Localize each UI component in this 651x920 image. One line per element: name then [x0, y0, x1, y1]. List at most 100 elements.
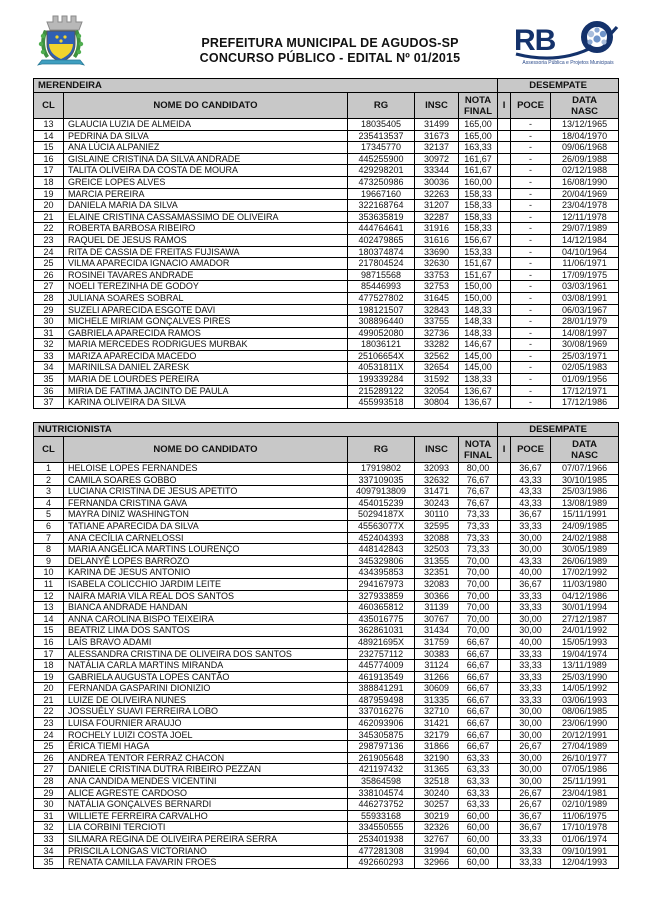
- candidate-row: 21 ELAINE CRISTINA CASSAMASSIMO DE OLIVEI…: [33, 210, 620, 224]
- insc-cell: 30609: [414, 682, 459, 695]
- candidate-row: 30 MICHELE MIRIAM GONÇALVES PIRES 30889644…: [33, 315, 620, 328]
- rank-cell: 29: [33, 786, 64, 800]
- birthdate-cell: 09/06/1968: [550, 141, 620, 154]
- rank-cell: 34: [33, 361, 64, 375]
- rank-cell: 15: [33, 624, 64, 637]
- poce-cell: -: [510, 326, 552, 340]
- rank-cell: 3: [33, 485, 64, 498]
- i-cell: [497, 315, 512, 328]
- name-cell: DANIELA MARIA DA SILVA: [63, 199, 348, 212]
- candidate-row: 27 DANIELE CRISTINA DUTRA RIBEIRO PEZZAN 4…: [33, 763, 620, 777]
- rank-cell: 13: [33, 601, 64, 614]
- i-cell: [497, 775, 512, 788]
- birthdate-cell: 23/06/1990: [550, 717, 620, 730]
- birthdate-cell: 14/05/1992: [550, 682, 620, 695]
- rank-cell: 19: [33, 187, 64, 201]
- nota-final-cell: 70,00: [457, 554, 499, 568]
- candidate-row: 29 ALICE AGRESTE CARDOSO 338104574 30240 63,…: [33, 786, 620, 800]
- poce-cell: 33,33: [510, 670, 552, 684]
- poce-cell: 30,00: [510, 612, 552, 626]
- name-cell: DANIELE CRISTINA DUTRA RIBEIRO PEZZAN: [63, 763, 348, 777]
- poce-cell: -: [510, 303, 552, 317]
- insc-cell: 30804: [414, 396, 459, 409]
- candidate-row: 11 ISABELA COLICCHIO JARDIM LEITE 29416797…: [33, 577, 620, 591]
- candidate-row: 34 MARINILSA DANIEL ZARESK 40531811X 32654 1…: [33, 361, 620, 375]
- rg-cell: 448142843: [347, 543, 415, 556]
- birthdate-cell: 14/08/1997: [550, 326, 620, 340]
- rg-cell: 334550555: [347, 821, 415, 834]
- rank-cell: 30: [33, 315, 64, 328]
- rank-cell: 23: [33, 233, 64, 247]
- name-cell: MARIA DE LOURDES PEREIRA: [63, 373, 348, 386]
- candidate-row: 13 BIANCA ANDRADE HANDAN 460365812 31139 70,…: [33, 601, 620, 614]
- insc-cell: 33690: [414, 245, 459, 259]
- poce-cell: -: [510, 233, 552, 247]
- rank-cell: 21: [33, 693, 64, 707]
- i-cell: [497, 705, 512, 719]
- i-cell: [497, 543, 512, 556]
- poce-cell: 33,33: [510, 519, 552, 533]
- birthdate-cell: 17/09/1975: [550, 268, 620, 282]
- name-cell: JULIANA SOARES SOBRAL: [63, 291, 348, 305]
- rg-cell: 48921695X: [347, 635, 415, 649]
- name-cell: ANA CECÍLIA CARNELOSSI: [63, 531, 348, 545]
- col-nome: NOME DO CANDIDATO: [63, 436, 348, 463]
- candidate-row: 12 NAIRA MARIA VILA REAL DOS SANTOS 327933…: [33, 589, 620, 603]
- candidate-row: 16 GISLAINE CRISTINA DA SILVA ANDRADE 4452…: [33, 152, 620, 166]
- birthdate-cell: 17/12/1971: [550, 384, 620, 398]
- nota-final-cell: 76,67: [457, 485, 499, 498]
- name-cell: ALESSANDRA CRISTINA DE OLIVEIRA DOS SANT…: [63, 647, 348, 661]
- birthdate-cell: 13/11/1989: [550, 659, 620, 672]
- nota-final-cell: 151,67: [457, 257, 499, 270]
- rank-cell: 27: [33, 280, 64, 293]
- birthdate-cell: 20/04/1969: [550, 187, 620, 201]
- i-cell: [497, 384, 512, 398]
- rg-cell: 338104574: [347, 786, 415, 800]
- i-cell: [497, 291, 512, 305]
- job-title-merendeira: MERENDEIRA: [32, 78, 499, 93]
- insc-cell: 31434: [414, 624, 459, 637]
- insc-cell: 32767: [414, 833, 459, 846]
- name-cell: GLAUCIA LUZIA DE ALMEIDA: [63, 118, 348, 131]
- poce-cell: -: [510, 384, 552, 398]
- rg-cell: 461913549: [347, 670, 415, 684]
- nota-final-cell: 158,33: [457, 210, 499, 224]
- table-header-row: CL NOME DO CANDIDATO RG INSC NOTA FINAL …: [33, 92, 620, 119]
- name-cell: MARCIA PEREIRA: [63, 187, 348, 201]
- i-cell: [497, 462, 512, 475]
- i-cell: [497, 233, 512, 247]
- i-cell: [497, 728, 512, 742]
- title-line-2: CONCURSO PÚBLICO - EDITAL Nº 01/2015: [199, 51, 461, 65]
- name-cell: ISABELA COLICCHIO JARDIM LEITE: [63, 577, 348, 591]
- nota-final-cell: 66,67: [457, 705, 499, 719]
- birthdate-cell: 03/06/1993: [550, 693, 620, 707]
- rank-cell: 4: [33, 496, 64, 510]
- birthdate-cell: 19/04/1974: [550, 647, 620, 661]
- i-cell: [497, 856, 512, 869]
- insc-cell: 32630: [414, 257, 459, 270]
- nota-final-cell: 161,67: [457, 152, 499, 166]
- table-band-row: MERENDEIRA DESEMPATE: [32, 78, 620, 93]
- insc-cell: 32736: [414, 326, 459, 340]
- birthdate-cell: 25/03/1986: [550, 485, 620, 498]
- col-insc: INSC: [414, 92, 459, 119]
- insc-cell: 33753: [414, 268, 459, 282]
- rg-cell: 455993518: [347, 396, 415, 409]
- i-cell: [497, 798, 512, 811]
- name-cell: SILMARA REGINA DE OLIVEIRA PEREIRA SERRA: [63, 833, 348, 846]
- name-cell: LIA CORBINI TERCIOTI: [63, 821, 348, 834]
- poce-cell: 26,67: [510, 798, 552, 811]
- rank-cell: 15: [33, 141, 64, 154]
- candidate-row: 21 LUIZE DE OLIVEIRA NUNES 487959498 31335 6…: [33, 693, 620, 707]
- nota-final-cell: 66,67: [457, 728, 499, 742]
- candidate-row: 26 ROSINEI TAVARES ANDRADE 98715568 33753 15…: [33, 268, 620, 282]
- col-nome: NOME DO CANDIDATO: [63, 92, 348, 119]
- col-cl: CL: [33, 92, 64, 119]
- nota-final-cell: 80,00: [457, 462, 499, 475]
- birthdate-cell: 15/11/1991: [550, 508, 620, 521]
- nota-final-cell: 66,67: [457, 647, 499, 661]
- candidate-row: 24 RITA DE CASSIA DE FREITAS FUJISAWA 1803…: [33, 245, 620, 259]
- col-data-nasc: DATA NASC: [550, 92, 620, 119]
- nota-final-cell: 76,67: [457, 473, 499, 487]
- rank-cell: 34: [33, 844, 64, 858]
